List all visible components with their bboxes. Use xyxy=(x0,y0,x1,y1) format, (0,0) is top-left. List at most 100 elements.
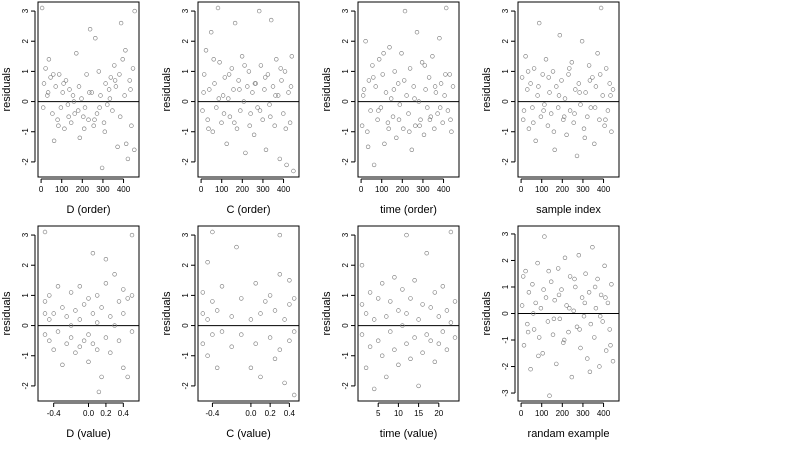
plot-frame xyxy=(37,225,140,402)
data-point xyxy=(559,287,564,292)
x-tick-label: 100 xyxy=(55,185,69,194)
data-point xyxy=(291,168,296,174)
data-point xyxy=(229,66,235,71)
data-point xyxy=(432,359,437,364)
data-point xyxy=(239,54,245,59)
x-axis-title: sample index xyxy=(536,204,601,216)
data-point xyxy=(397,102,402,107)
data-point xyxy=(41,81,47,86)
data-point xyxy=(370,63,375,68)
data-point xyxy=(418,117,423,122)
data-point xyxy=(561,337,567,343)
x-tick-label: 300 xyxy=(96,185,110,194)
data-point xyxy=(566,329,571,335)
data-point xyxy=(573,284,578,290)
y-axis-title: residuals xyxy=(1,291,13,336)
y-tick-label: -2 xyxy=(21,158,30,166)
data-point xyxy=(416,383,421,389)
x-tick-label: 300 xyxy=(576,185,590,194)
data-point xyxy=(610,359,616,364)
data-point xyxy=(237,87,242,92)
x-tick-label: 400 xyxy=(277,185,291,194)
data-point xyxy=(526,126,532,131)
data-point xyxy=(234,244,239,250)
data-point xyxy=(103,81,108,86)
data-point xyxy=(582,300,587,306)
data-point xyxy=(122,93,127,98)
data-point xyxy=(528,81,533,86)
data-point xyxy=(561,340,566,345)
data-point xyxy=(371,162,377,168)
data-point xyxy=(116,338,122,343)
y-axis-title: residuals xyxy=(481,67,493,112)
data-point xyxy=(551,129,557,134)
data-point xyxy=(543,295,549,300)
data-point xyxy=(579,295,585,300)
data-point xyxy=(546,268,551,274)
y-tick-label: 0 xyxy=(21,323,30,328)
data-point xyxy=(277,156,282,162)
data-point xyxy=(258,63,264,68)
scatter-panel-2: 0 100 200 300 400 -2 -1 0 1 2 3 C (order) residuals xyxy=(161,1,300,216)
data-point xyxy=(229,314,234,319)
data-point xyxy=(127,78,132,83)
data-point xyxy=(68,120,74,125)
data-point xyxy=(210,332,215,337)
data-point xyxy=(420,302,425,307)
x-tick-label: 200 xyxy=(76,185,90,194)
data-point xyxy=(523,54,528,59)
y-tick-label: 3 xyxy=(181,232,190,237)
data-point xyxy=(541,287,546,292)
data-point xyxy=(450,84,456,89)
data-point xyxy=(396,81,401,86)
data-point xyxy=(597,117,602,122)
data-point xyxy=(520,274,526,279)
data-point xyxy=(224,141,229,147)
data-point xyxy=(582,135,587,141)
data-point xyxy=(583,90,588,95)
data-point xyxy=(248,317,254,322)
data-point xyxy=(53,84,58,89)
data-point xyxy=(260,117,265,122)
data-point xyxy=(550,332,556,337)
data-point xyxy=(426,75,432,80)
data-point xyxy=(607,327,612,332)
data-point xyxy=(82,105,88,110)
data-point xyxy=(576,81,581,86)
data-point xyxy=(129,329,135,334)
data-point xyxy=(90,251,96,256)
data-point xyxy=(47,317,52,322)
data-point xyxy=(219,329,225,334)
x-axis-title: time (value) xyxy=(380,428,437,440)
x-tick-label: 100 xyxy=(215,185,229,194)
data-point xyxy=(108,75,114,80)
data-point xyxy=(121,287,126,292)
data-point xyxy=(605,300,611,306)
data-point xyxy=(253,281,258,286)
y-tick-label: -3 xyxy=(501,389,510,397)
data-point xyxy=(548,279,554,284)
data-point xyxy=(242,63,247,68)
data-point xyxy=(277,232,282,238)
data-point xyxy=(587,78,593,83)
data-point xyxy=(525,87,530,92)
y-tick-label: 3 xyxy=(21,8,30,13)
data-point xyxy=(248,111,253,116)
x-axis-title: time (order) xyxy=(380,204,437,216)
data-point xyxy=(562,255,568,260)
data-point xyxy=(603,295,608,300)
data-point xyxy=(562,96,568,101)
data-point xyxy=(90,311,96,316)
data-point xyxy=(221,111,227,116)
data-point xyxy=(384,374,389,380)
y-tick-label: 2 xyxy=(501,258,510,263)
data-point xyxy=(367,344,373,349)
data-point xyxy=(381,51,386,56)
data-point xyxy=(94,111,100,116)
data-point xyxy=(567,274,573,279)
data-point xyxy=(98,93,103,98)
data-point xyxy=(42,229,48,235)
data-point xyxy=(540,351,545,356)
data-point xyxy=(600,319,605,324)
data-point xyxy=(578,102,583,107)
